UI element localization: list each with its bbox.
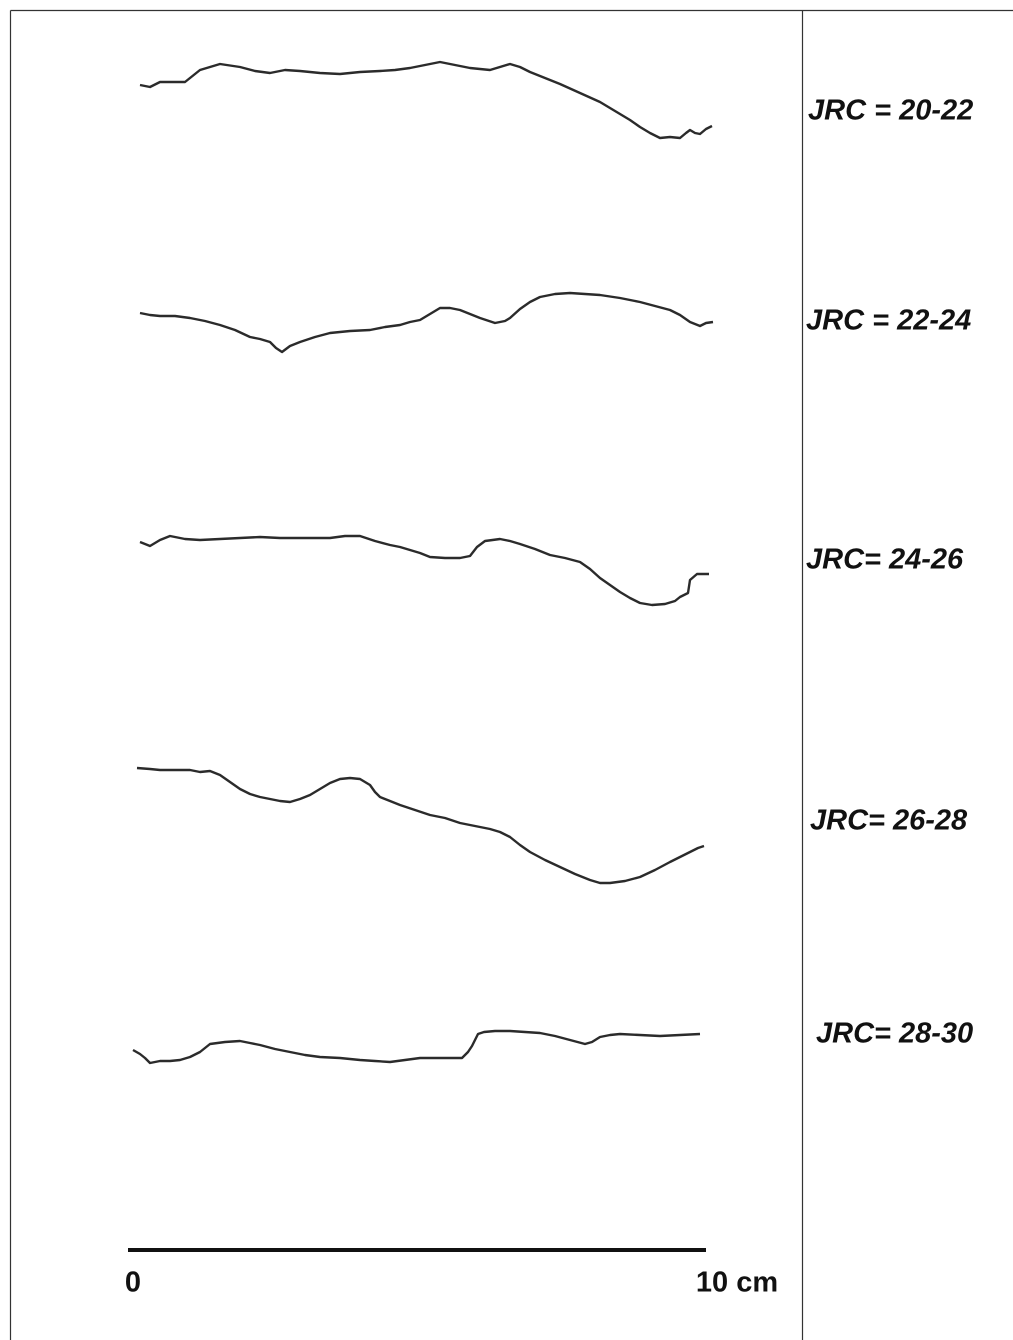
scale-start: 0: [125, 1267, 141, 1299]
profile-line: [136, 766, 705, 885]
profile-label: JRC = 20-22: [808, 95, 973, 127]
scale-end: 10 cm: [696, 1267, 778, 1299]
profile-line: [132, 1029, 701, 1065]
profile-line: [139, 60, 713, 140]
profile-line: [139, 534, 709, 607]
profile-label: JRC = 22-24: [806, 305, 971, 337]
profile-label: JRC= 26-28: [810, 805, 968, 837]
profile-line: [139, 291, 714, 354]
profile-label: JRC= 24-26: [806, 544, 964, 576]
profile-label: JRC= 28-30: [816, 1018, 973, 1050]
